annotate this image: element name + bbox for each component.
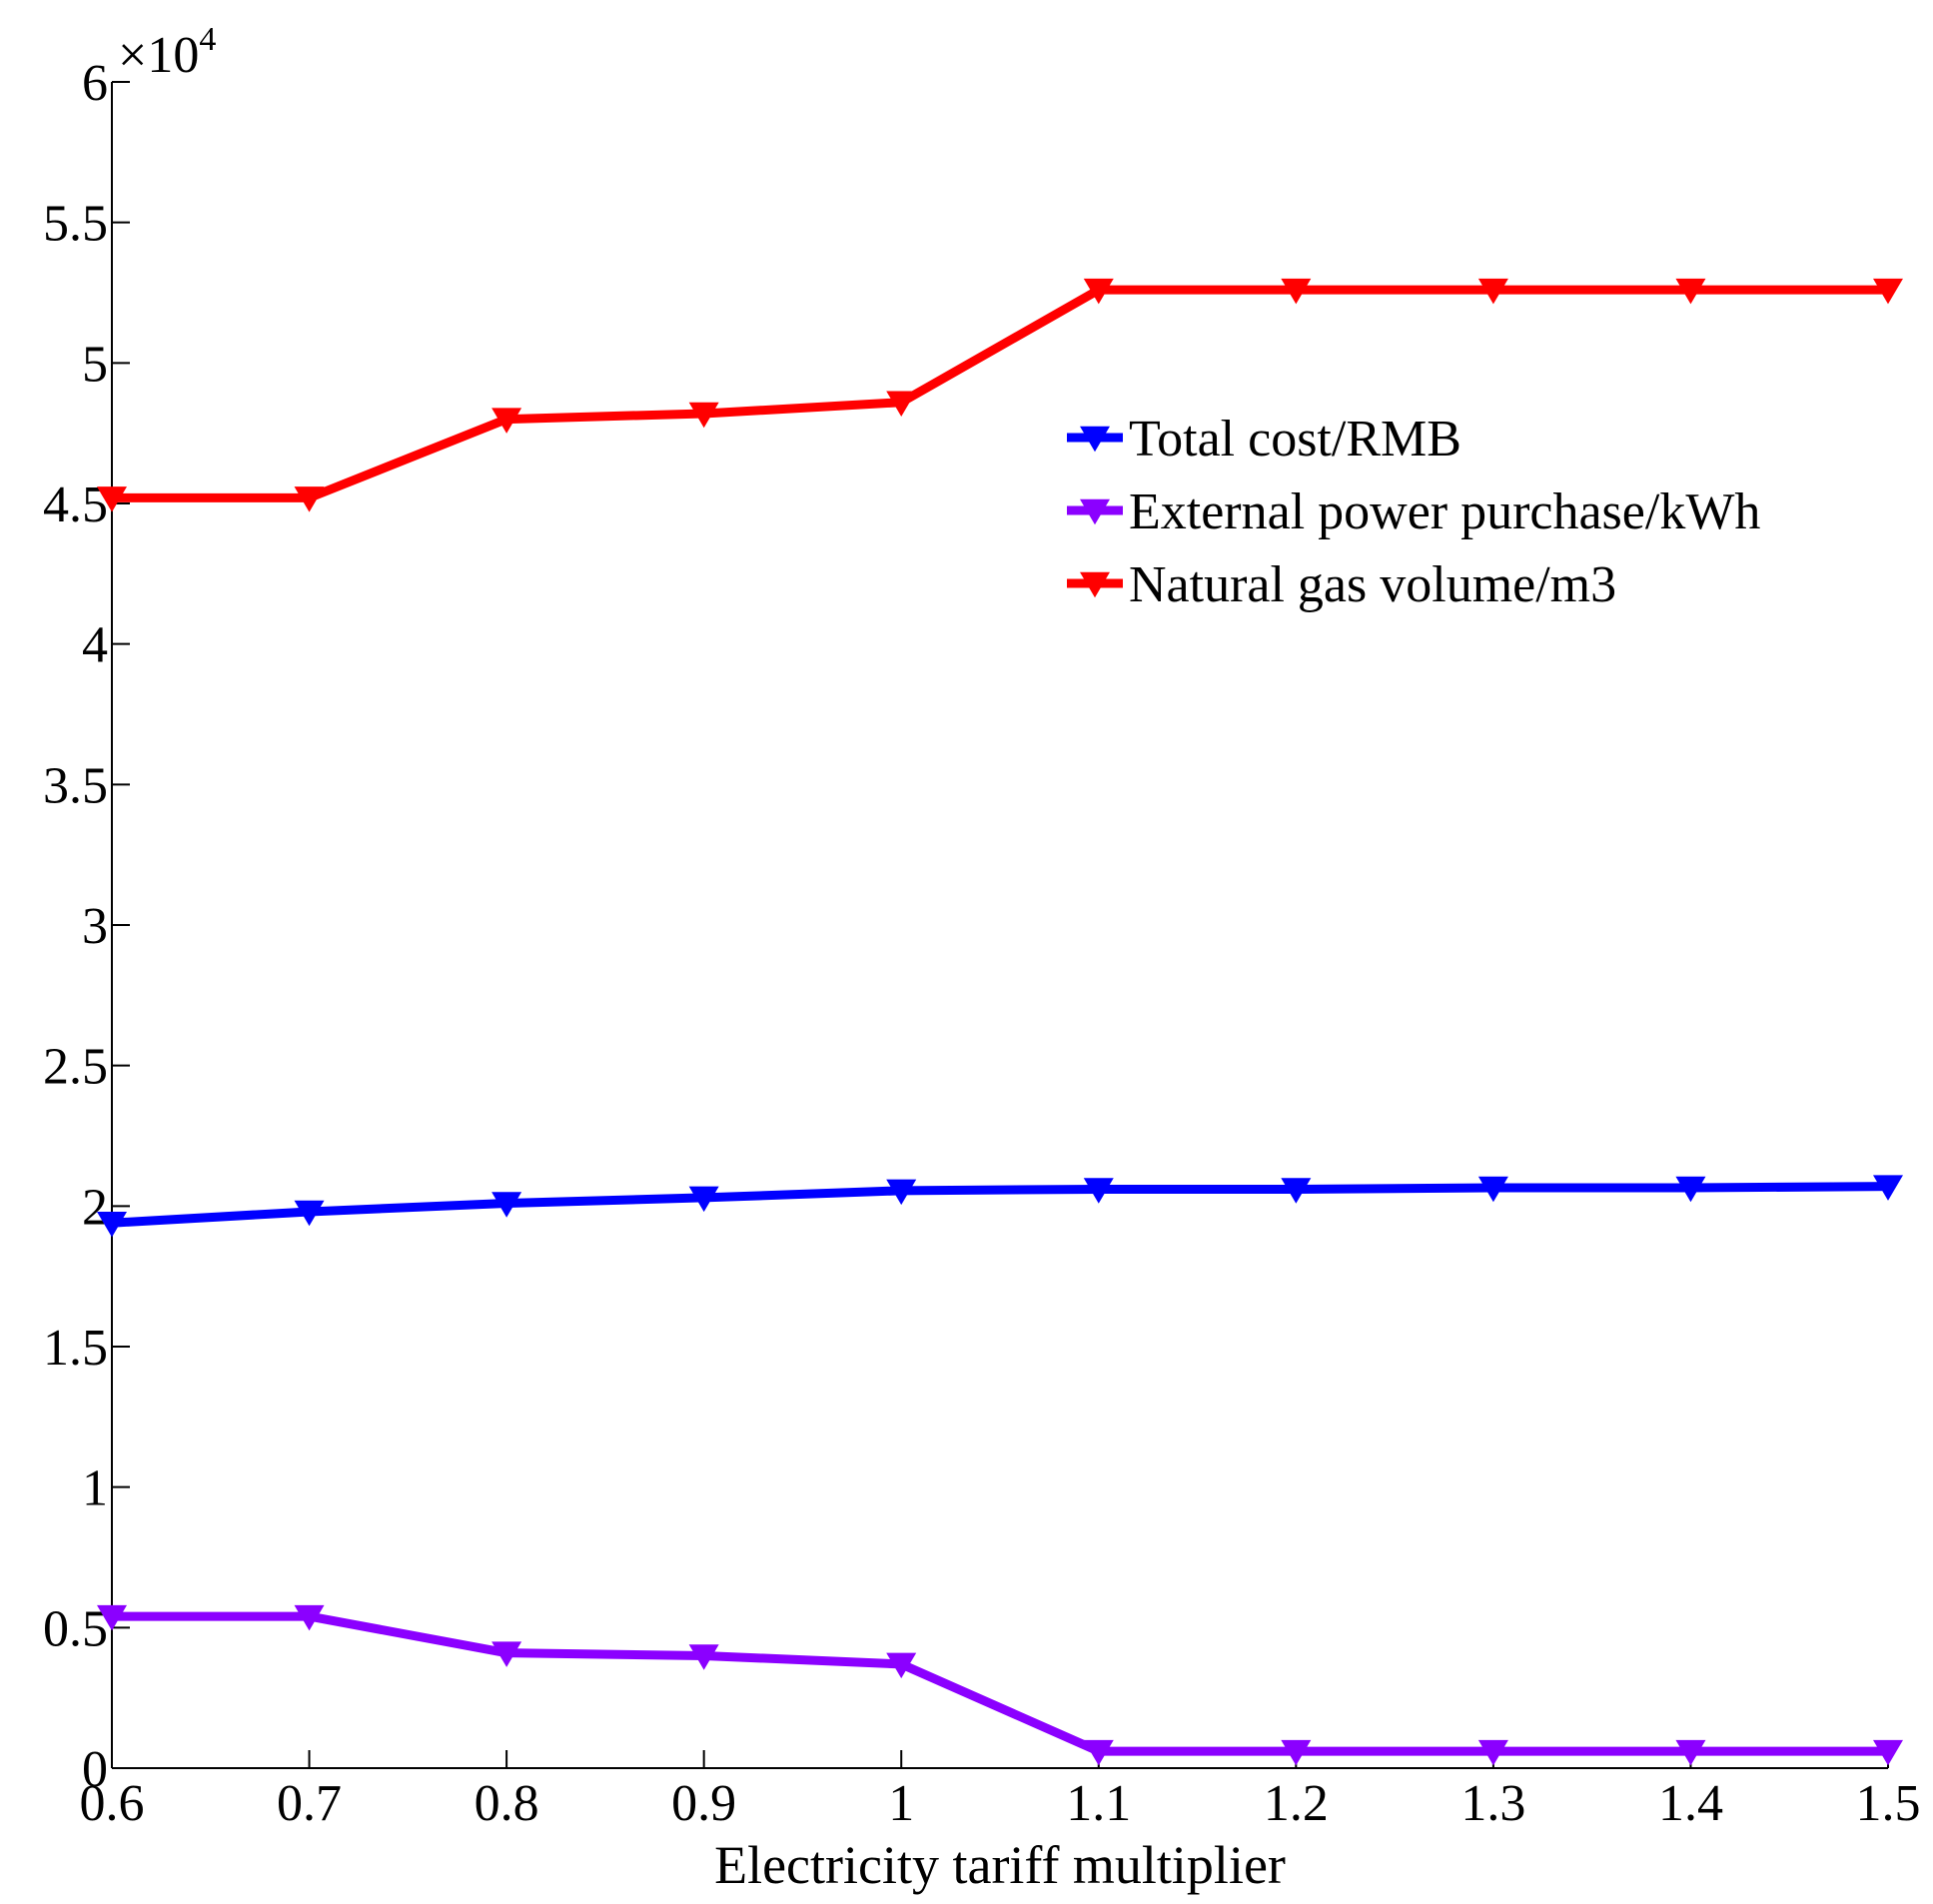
data-point-marker bbox=[97, 1604, 127, 1631]
x-axis-ticks: 0.6 0.7 0.8 0.9 1 1.1 1.2 1.3 1.4 1.5 bbox=[80, 1750, 1921, 1832]
data-point-marker bbox=[294, 1200, 325, 1227]
data-point-marker bbox=[688, 1186, 719, 1213]
legend-label: Total cost/RMB bbox=[1129, 411, 1461, 468]
series-line bbox=[112, 285, 1888, 502]
x-tick-label: 1.1 bbox=[1066, 1775, 1131, 1832]
x-tick-label: 1.2 bbox=[1264, 1775, 1329, 1832]
data-point-marker bbox=[491, 1192, 522, 1218]
data-point-marker bbox=[1281, 1178, 1312, 1204]
x-tick-label: 1.4 bbox=[1658, 1775, 1723, 1832]
x-tick-label: 1 bbox=[888, 1775, 914, 1832]
x-axis-title: Electricity tariff multiplier bbox=[714, 1835, 1286, 1895]
data-point-marker bbox=[1281, 1739, 1312, 1766]
y-tick-label: 5.5 bbox=[43, 196, 108, 253]
x-tick-label: 0.7 bbox=[277, 1775, 342, 1832]
data-point-marker bbox=[1675, 1176, 1706, 1203]
y-tick-label: 2 bbox=[82, 1179, 108, 1236]
series-1 bbox=[97, 1175, 1903, 1238]
x-tick-label: 0.8 bbox=[475, 1775, 539, 1832]
x-tick-label: 1.3 bbox=[1460, 1775, 1525, 1832]
data-point-marker bbox=[294, 486, 325, 512]
y-tick-label: 6 bbox=[82, 55, 108, 112]
legend-marker bbox=[1080, 571, 1110, 598]
data-point-marker bbox=[886, 391, 917, 417]
data-point-marker bbox=[1477, 278, 1508, 305]
data-point-marker bbox=[1873, 1175, 1903, 1201]
series-layer bbox=[97, 278, 1903, 1766]
legend-item: Total cost/RMB bbox=[1067, 411, 1461, 468]
data-point-marker bbox=[1083, 1739, 1114, 1766]
data-point-marker bbox=[1675, 278, 1706, 305]
legend-marker bbox=[1080, 426, 1110, 453]
series-line bbox=[111, 1182, 1889, 1228]
legend-item: External power purchase/kWh bbox=[1067, 483, 1760, 540]
y-tick-label: 0.5 bbox=[43, 1600, 108, 1657]
data-point-marker bbox=[97, 1211, 127, 1238]
y-axis-scale-base: ×10 bbox=[118, 27, 199, 84]
series-3 bbox=[97, 278, 1903, 512]
data-point-marker bbox=[491, 408, 522, 434]
y-tick-label: 4 bbox=[82, 617, 108, 674]
y-axis-scale-exponent: 4 bbox=[199, 21, 216, 58]
data-point-marker bbox=[294, 1604, 325, 1631]
data-point-marker bbox=[1477, 1176, 1508, 1203]
data-point-marker bbox=[1873, 278, 1903, 305]
y-tick-label: 2.5 bbox=[43, 1039, 108, 1096]
data-point-marker bbox=[1873, 1739, 1903, 1766]
y-axis-scale-factor: ×104 bbox=[118, 21, 216, 84]
x-tick-label: 1.5 bbox=[1856, 1775, 1921, 1832]
data-point-marker bbox=[1083, 278, 1114, 305]
legend-item: Natural gas volume/m3 bbox=[1067, 556, 1616, 613]
legend-label: Natural gas volume/m3 bbox=[1129, 556, 1616, 613]
y-tick-label: 5 bbox=[82, 336, 108, 393]
data-point-marker bbox=[1675, 1739, 1706, 1766]
data-point-marker bbox=[886, 1652, 917, 1679]
y-tick-label: 4.5 bbox=[43, 476, 108, 533]
y-tick-label: 3.5 bbox=[43, 757, 108, 814]
data-point-marker bbox=[1477, 1739, 1508, 1766]
series-line bbox=[112, 1611, 1888, 1756]
data-point-marker bbox=[1083, 1178, 1114, 1204]
legend-label: External power purchase/kWh bbox=[1129, 483, 1760, 540]
x-tick-label: 0.6 bbox=[80, 1775, 145, 1832]
x-tick-label: 0.9 bbox=[671, 1775, 736, 1832]
y-tick-label: 3 bbox=[82, 898, 108, 955]
data-point-marker bbox=[1281, 278, 1312, 305]
series-2 bbox=[97, 1604, 1903, 1766]
data-point-marker bbox=[97, 486, 127, 512]
data-point-marker bbox=[688, 1644, 719, 1670]
data-point-marker bbox=[688, 402, 719, 429]
y-tick-label: 0 bbox=[82, 1741, 108, 1798]
y-tick-label: 1.5 bbox=[43, 1320, 108, 1377]
y-axis-ticks: 0 0.5 1 1.5 2 2.5 3 3.5 4 4.5 5 5.5 6 bbox=[43, 55, 130, 1798]
data-point-marker bbox=[886, 1179, 917, 1206]
legend: Total cost/RMB External power purchase/kW… bbox=[1067, 411, 1760, 613]
legend-marker bbox=[1080, 498, 1110, 525]
y-tick-label: 1 bbox=[82, 1460, 108, 1517]
data-point-marker bbox=[491, 1641, 522, 1667]
